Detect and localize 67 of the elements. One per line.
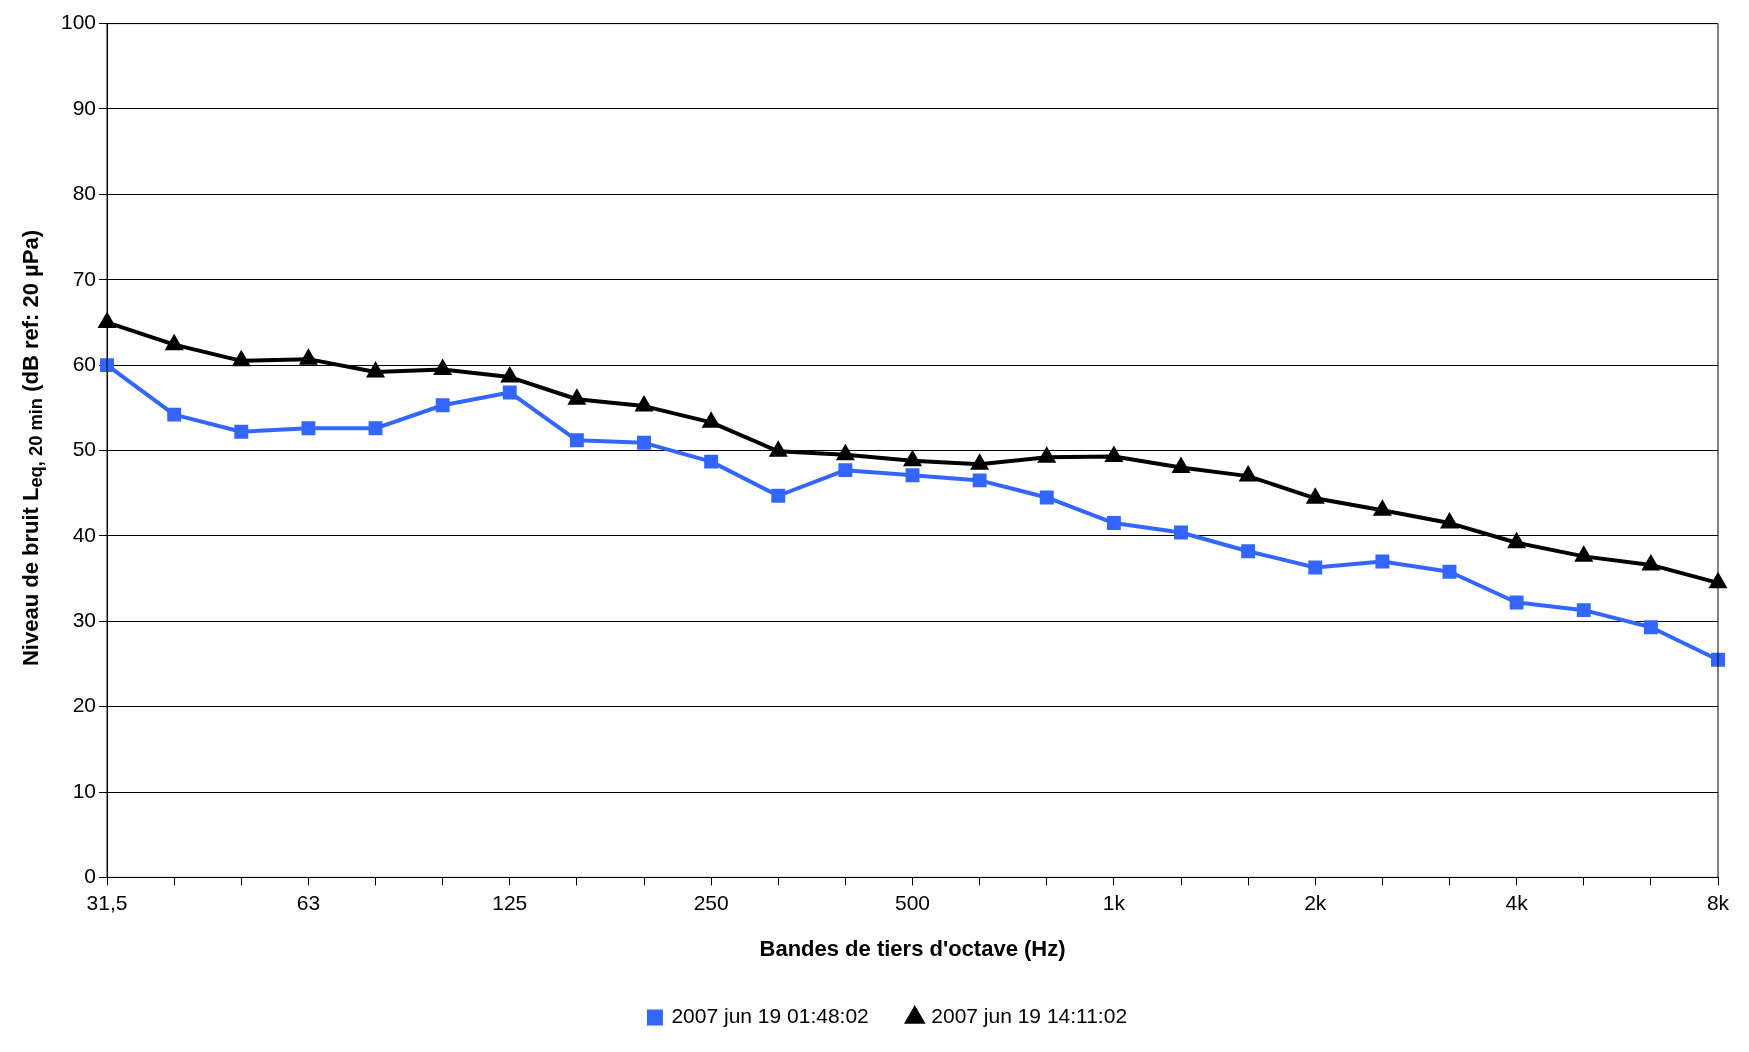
point bbox=[1375, 554, 1390, 569]
x-tick-label: 500 bbox=[895, 890, 931, 914]
point bbox=[368, 421, 383, 436]
point bbox=[1038, 448, 1055, 463]
legend-label: 2007 jun 19 01:48:02 bbox=[671, 1004, 869, 1028]
point bbox=[703, 413, 720, 428]
point bbox=[635, 397, 653, 412]
point bbox=[502, 385, 517, 400]
x-tick-label: 8k bbox=[1706, 890, 1730, 914]
x-tick-label: 31,5 bbox=[86, 890, 128, 914]
legend-label: 2007 jun 19 14:11:02 bbox=[931, 1004, 1128, 1028]
point bbox=[1509, 595, 1524, 610]
point bbox=[367, 362, 384, 378]
point bbox=[905, 468, 920, 483]
point bbox=[1575, 547, 1592, 562]
point bbox=[1308, 560, 1323, 575]
y-tick-label: 60 bbox=[72, 351, 97, 375]
x-tick-label: 250 bbox=[693, 890, 729, 914]
point bbox=[98, 313, 116, 328]
point bbox=[838, 463, 853, 478]
y-tick-label: 40 bbox=[72, 522, 97, 546]
point bbox=[704, 454, 719, 469]
point bbox=[435, 398, 450, 413]
y-tick-label: 20 bbox=[72, 693, 97, 717]
y-tick-label: 70 bbox=[72, 266, 97, 290]
point bbox=[234, 424, 249, 439]
point bbox=[569, 433, 584, 448]
point bbox=[1374, 501, 1391, 516]
point bbox=[1039, 490, 1054, 505]
y-tick-label: 100 bbox=[60, 10, 97, 34]
point bbox=[1105, 447, 1122, 462]
y-tick-label: 30 bbox=[72, 608, 97, 632]
x-tick-label: 2k bbox=[1304, 890, 1327, 914]
point bbox=[1441, 514, 1458, 529]
point bbox=[836, 443, 855, 461]
point bbox=[1106, 516, 1121, 531]
point bbox=[1643, 620, 1658, 635]
x-tick-label: 125 bbox=[492, 890, 528, 914]
point bbox=[1642, 555, 1659, 571]
point bbox=[1576, 603, 1591, 618]
point bbox=[771, 488, 786, 503]
point bbox=[501, 368, 518, 383]
point bbox=[167, 407, 182, 422]
y-tick-label: 0 bbox=[84, 864, 97, 888]
point bbox=[434, 360, 451, 375]
point bbox=[637, 435, 651, 450]
x-axis-title: Bandes de tiers d'octave (Hz) bbox=[759, 935, 1066, 961]
point bbox=[301, 421, 316, 436]
point bbox=[1442, 564, 1457, 579]
point bbox=[300, 350, 317, 365]
point bbox=[1307, 489, 1324, 504]
point bbox=[1174, 525, 1188, 540]
point bbox=[971, 455, 988, 470]
y-tick-label: 80 bbox=[72, 181, 97, 205]
x-tick-label: 1k bbox=[1102, 890, 1126, 914]
point bbox=[1241, 544, 1256, 559]
x-tick-label: 63 bbox=[296, 890, 321, 914]
y-tick-label: 10 bbox=[72, 778, 97, 802]
point bbox=[1711, 652, 1725, 667]
y-tick-label: 50 bbox=[72, 437, 97, 461]
point bbox=[568, 390, 585, 405]
point bbox=[1240, 467, 1257, 482]
point bbox=[972, 473, 987, 488]
y-tick-label: 90 bbox=[72, 95, 97, 119]
point bbox=[903, 449, 922, 467]
point bbox=[770, 442, 787, 457]
x-tick-label: 4k bbox=[1505, 890, 1529, 914]
